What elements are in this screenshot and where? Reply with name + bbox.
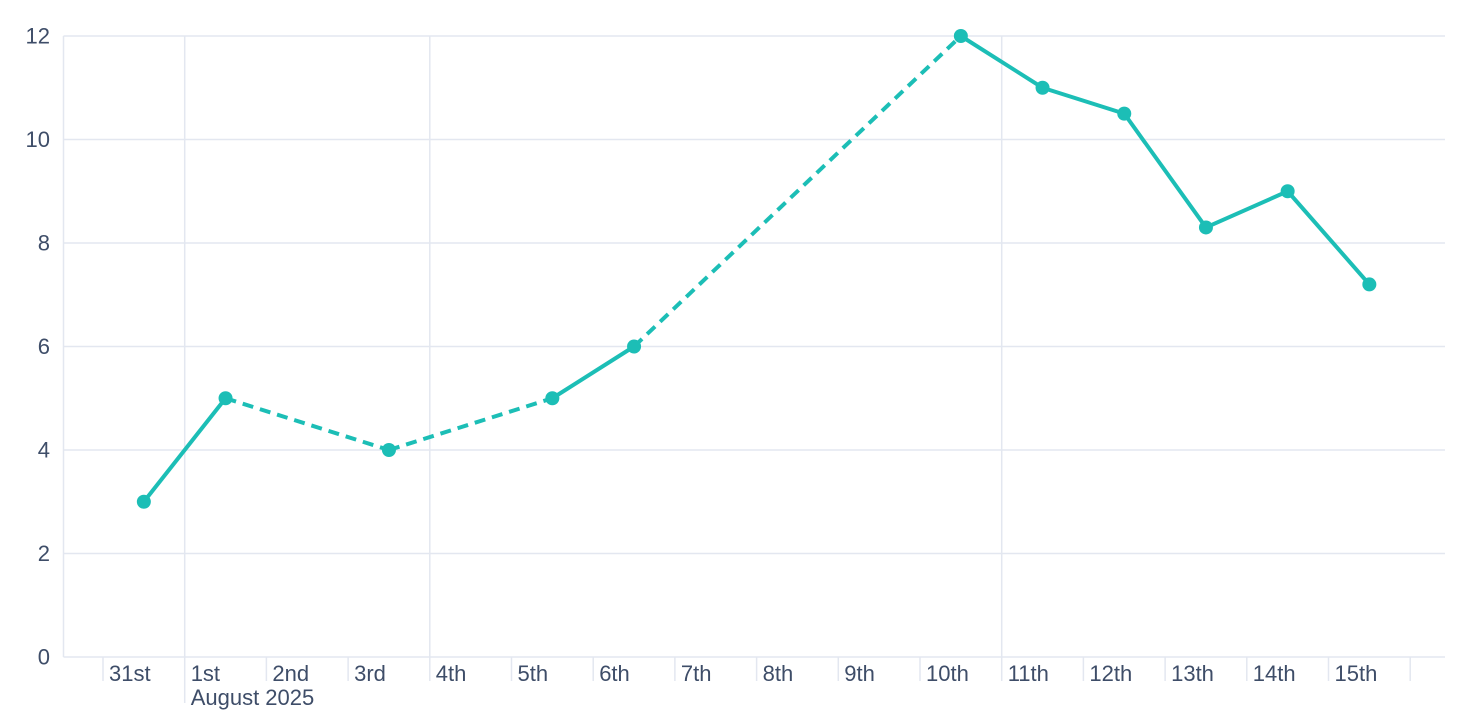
data-point-3rd[interactable] — [381, 443, 396, 457]
y-axis-tick-label: 6 — [38, 334, 50, 359]
data-point-6th[interactable] — [627, 339, 642, 354]
data-point-10th[interactable] — [953, 29, 968, 43]
series-segment-dashed — [388, 396, 553, 452]
x-axis-tick-label: 14th — [1253, 661, 1296, 686]
x-axis-tick-label: 11th — [1008, 661, 1049, 686]
data-point-12th[interactable] — [1117, 106, 1132, 121]
y-axis-tick-label: 12 — [26, 24, 50, 49]
series-segment-solid — [1203, 189, 1290, 230]
x-axis-tick-label: 9th — [844, 661, 875, 686]
y-axis-tick-label: 0 — [38, 645, 50, 670]
series-segment-solid — [1122, 111, 1208, 230]
x-axis-tick-label: 6th — [599, 661, 630, 686]
x-axis-tick-label: 31st — [109, 661, 151, 686]
series-segment-solid — [1285, 189, 1372, 287]
data-point-5th[interactable] — [545, 391, 560, 406]
y-axis-tick-label: 10 — [26, 127, 50, 152]
x-axis-context-label: August 2025 — [191, 685, 315, 710]
series-segment-dashed — [632, 34, 963, 348]
series-segment-solid — [550, 344, 637, 401]
x-axis-tick-label: 12th — [1089, 661, 1132, 686]
x-axis-tick-label: 5th — [518, 661, 549, 686]
x-axis-tick-label: 13th — [1171, 661, 1214, 686]
series-segment-dashed — [224, 396, 390, 452]
data-point-31st[interactable] — [136, 494, 151, 509]
x-axis-tick-label: 10th — [926, 661, 969, 686]
data-point-15th[interactable] — [1362, 277, 1377, 292]
x-axis-tick-label: 1st — [191, 661, 220, 686]
data-point-11th[interactable] — [1035, 80, 1050, 95]
series-segment-solid — [141, 396, 228, 504]
y-axis-tick-label: 8 — [38, 231, 50, 256]
x-axis-tick-label: 7th — [681, 661, 712, 686]
series-segment-solid — [958, 34, 1045, 90]
data-point-14th[interactable] — [1280, 184, 1295, 199]
x-axis-tick-label: 8th — [763, 661, 794, 686]
x-axis-tick-label: 15th — [1335, 661, 1378, 686]
y-axis-tick-label: 4 — [38, 438, 50, 463]
x-axis-tick-label: 2nd — [272, 661, 309, 686]
data-point-1st[interactable] — [218, 391, 233, 406]
x-axis-tick-label: 3rd — [354, 661, 386, 686]
y-axis-tick-label: 2 — [38, 541, 50, 566]
series-segment-solid — [1040, 85, 1127, 116]
x-axis-tick-label: 4th — [436, 661, 467, 686]
data-point-13th[interactable] — [1198, 220, 1213, 235]
